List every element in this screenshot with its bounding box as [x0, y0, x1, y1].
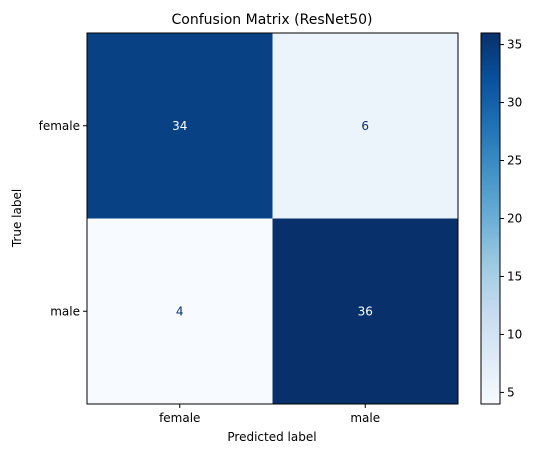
cell-value-label: 34 [172, 119, 187, 133]
matrix-frame [86, 32, 459, 405]
heatmap-cells: 34 6 4 36 [87, 33, 458, 404]
cell-value-label: 6 [361, 119, 369, 133]
x-axis-ticks: female male [159, 404, 380, 425]
cell-value-label: 36 [358, 304, 373, 318]
colorbar-tick-label: 25 [507, 154, 522, 168]
colorbar-tick-label: 5 [507, 385, 515, 399]
heatmap-cell [272, 33, 458, 219]
heatmap-cell [87, 218, 273, 404]
x-axis-label: Predicted label [227, 430, 316, 444]
heatmap-cell [272, 218, 458, 404]
y-tick-label: female [39, 119, 80, 133]
colorbar-tick-label: 10 [507, 327, 522, 341]
y-tick-label: male [50, 304, 80, 318]
chart-title: Confusion Matrix (ResNet50) [172, 12, 373, 28]
colorbar-tick-label: 35 [507, 38, 522, 52]
cell-value-label: 4 [176, 304, 184, 318]
x-tick-label: male [350, 411, 380, 425]
heatmap-cell [87, 33, 273, 219]
colorbar [480, 32, 501, 405]
colorbar-tick-label: 15 [507, 269, 522, 283]
colorbar-tick-label: 30 [507, 96, 522, 110]
y-axis-label: True label [10, 189, 24, 248]
x-tick-label: female [159, 411, 200, 425]
colorbar-tick-label: 20 [507, 212, 522, 226]
y-axis-ticks: female male [39, 119, 87, 318]
colorbar-ticks: 5 10 15 20 25 30 35 [500, 38, 522, 399]
